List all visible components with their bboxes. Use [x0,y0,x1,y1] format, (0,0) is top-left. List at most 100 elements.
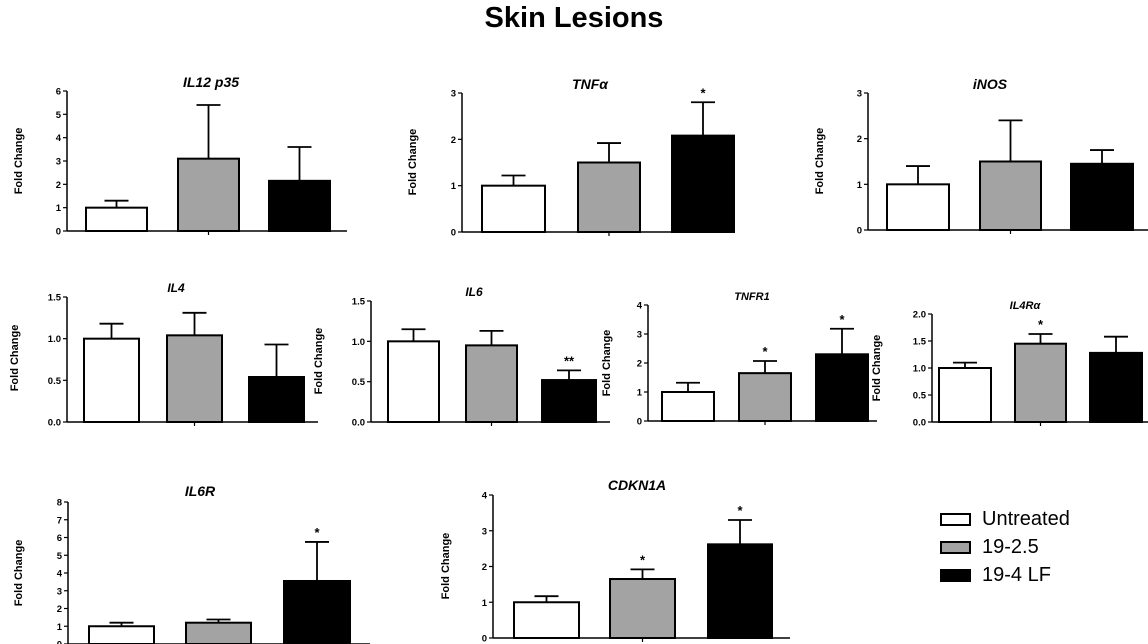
y-tick-label: 4 [482,491,488,502]
y-tick-label: 1 [57,622,63,633]
y-tick-label: 1 [56,203,62,214]
y-tick-label: 0 [637,417,642,428]
y-tick-label: 4 [57,569,63,580]
bar-19-2-5 [1014,342,1067,424]
y-tick-label: 0 [57,640,62,644]
bar-19-2-5 [185,621,252,644]
bar-19-4-lf [815,353,869,422]
bar-19-4-lf [283,579,351,644]
y-tick-label: 1.0 [48,334,61,345]
y-tick-label: 3 [857,89,862,100]
panel-title: IL4 [167,281,185,295]
y-tick-label: 2.0 [913,310,926,321]
y-tick-label: 4 [56,133,62,144]
y-tick-label: 1 [482,598,488,609]
y-tick-label: 3 [57,586,62,597]
y-axis-label: Fold Change [313,328,325,395]
y-tick-label: 2 [56,180,61,191]
bar-19-4-lf [1070,162,1134,232]
legend-item-19-2-5: 19-2.5 [940,533,1070,561]
significance-19-4-lf: ** [564,353,575,368]
bar-untreated [513,601,580,639]
y-axis-label: Fold Change [13,128,25,195]
panel-title: IL6 [465,285,483,299]
bar-untreated [83,337,140,423]
y-tick-label: 2 [451,135,456,146]
legend: Untreated 19-2.5 19-4 LF [940,505,1070,589]
y-tick-label: 2 [637,359,642,370]
panel-title: CDKN1A [608,477,666,493]
y-tick-label: 0.5 [913,391,927,402]
significance-19-2-5: * [1038,317,1044,332]
bar-untreated [886,183,950,231]
bar-untreated [661,391,715,422]
y-tick-label: 2 [482,562,487,573]
legend-item-untreated: Untreated [940,505,1070,533]
y-tick-label: 0 [482,634,487,644]
panel-il4: IL4 Fold Change 0.0 0.5 1.0 1.5 [9,281,318,429]
significance-19-4-lf: * [839,312,845,327]
panel-title: IL6R [185,483,216,499]
y-tick-label: 4 [637,301,643,312]
panel-title: TNFα [572,76,609,92]
significance-19-4-lf: * [314,525,320,540]
y-tick-label: 3 [451,89,456,100]
bar-19-2-5 [166,334,223,424]
legend-label-19-2-5: 19-2.5 [982,535,1039,558]
y-tick-label: 0 [56,227,61,238]
panel-tnfr1: TNFR1 Fold Change 0 1 2 3 4 * * [601,291,877,428]
legend-swatch-untreated [940,512,971,526]
bar-untreated [85,206,148,233]
y-axis-label: Fold Change [871,335,883,402]
panel-tnf: TNFα Fold Change 0 1 2 3 * [407,76,735,239]
y-tick-label: 1.0 [913,364,926,375]
y-tick-label: 1 [857,180,863,191]
y-tick-label: 1.0 [352,337,365,348]
bar-untreated [938,367,992,423]
y-axis-label: Fold Change [814,128,826,195]
y-tick-label: 3 [637,330,642,341]
bar-19-4-lf [268,179,331,232]
y-axis-label: Fold Change [440,533,452,600]
y-tick-label: 0.0 [913,418,926,429]
y-axis-label: Fold Change [601,330,613,397]
legend-label-19-4-lf: 19-4 LF [982,563,1051,586]
bar-19-4-lf [707,543,773,640]
y-tick-label: 0.5 [352,377,366,388]
panel-title: IL4Rα [1010,300,1042,312]
bar-untreated [387,340,440,424]
y-tick-label: 1.5 [913,337,927,348]
y-tick-label: 8 [57,498,62,509]
y-tick-label: 7 [57,515,62,526]
bar-19-4-lf [671,134,735,233]
legend-swatch-19-2-5 [940,540,971,554]
panel-il4r: IL4Rα Fold Change 0.0 0.5 1.0 1.5 2.0 * [871,300,1148,429]
panel-il6: IL6 Fold Change 0.0 0.5 1.0 1.5 ** [313,285,610,429]
y-tick-label: 0 [451,228,456,239]
bar-19-4-lf [1089,351,1143,424]
y-tick-label: 1.5 [48,293,62,304]
bar-19-2-5 [738,372,792,422]
y-axis-label: Fold Change [9,325,21,392]
y-tick-label: 0.0 [48,418,61,429]
bar-19-2-5 [177,157,240,233]
bar-untreated [88,625,155,644]
legend-swatch-19-4-lf [940,568,971,582]
panel-cdkn1a: CDKN1A Fold Change 0 1 2 3 4 * * [440,477,790,644]
bar-untreated [481,184,546,234]
y-axis-label: Fold Change [13,540,25,607]
y-tick-label: 6 [56,87,61,98]
y-tick-label: 2 [57,604,62,615]
significance-19-2-5: * [762,344,768,359]
panel-il12-p35: IL12 p35 Fold Change 0 1 2 3 4 5 6 [13,74,347,238]
y-tick-label: 2 [857,134,862,145]
y-tick-label: 0 [857,226,862,237]
panel-il6r: IL6R Fold Change 0 1 2 3 4 5 6 7 8 * [13,483,370,644]
bar-19-2-5 [577,161,641,233]
legend-label-untreated: Untreated [982,507,1070,530]
bar-19-4-lf [541,379,597,424]
y-tick-label: 3 [482,526,487,537]
y-tick-label: 5 [56,110,62,121]
y-tick-label: 0.0 [352,418,365,429]
